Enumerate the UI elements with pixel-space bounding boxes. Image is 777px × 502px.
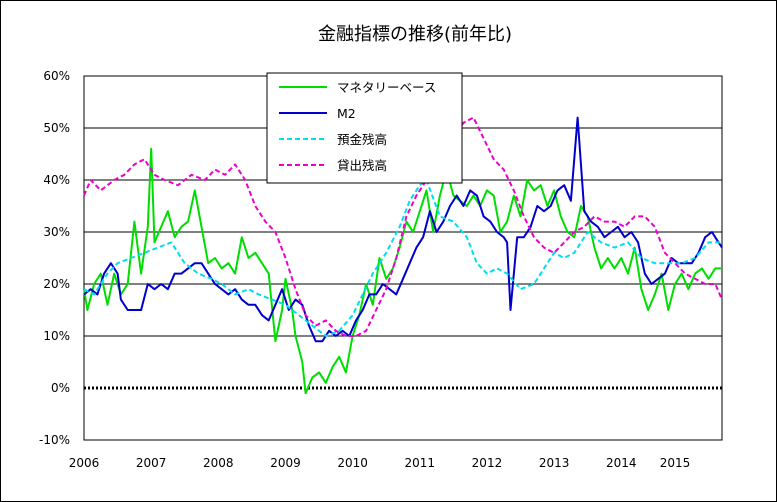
x-tick-label: 2015 [660,456,691,470]
x-tick-label: 2006 [69,456,100,470]
x-tick-label: 2013 [539,456,570,470]
x-tick-label: 2009 [270,456,301,470]
legend-label: 貸出残高 [337,158,387,173]
series-line-1 [83,147,722,395]
y-tick-label: 30% [43,225,70,239]
x-tick-label: 2007 [136,456,167,470]
legend-label: 預金残高 [337,132,387,147]
y-tick-label: 10% [43,329,70,343]
y-tick-label: 0% [51,381,70,395]
y-tick-label: 20% [43,277,70,291]
y-tick-label: 40% [43,173,70,187]
series-layer [83,116,723,395]
series-line-4 [83,116,723,337]
x-tick-label: 2012 [472,456,503,470]
y-tick-label: 60% [43,69,70,83]
x-tick-label: 2011 [405,456,436,470]
chart-title: 金融指標の推移(前年比) [318,24,512,45]
y-tick-label: 50% [43,121,70,135]
x-tick-label: 2010 [337,456,368,470]
legend-label: M2 [337,106,356,121]
x-tick-label: 2014 [606,456,637,470]
y-tick-label: -10% [39,433,70,447]
axis-layer: -10% 0% 10% 20% 30% 40% 50% 60% 2006 2007 2008 2009… [39,69,690,470]
series-line-3 [83,179,722,337]
legend-label: マネタリーベース [337,80,436,95]
x-tick-label: 2008 [203,456,234,470]
